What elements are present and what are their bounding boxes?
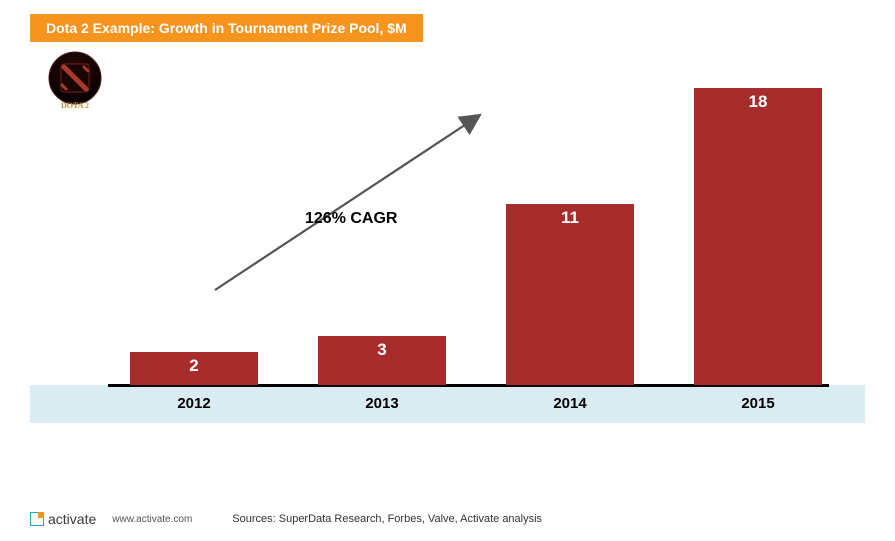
brand-icon xyxy=(30,512,44,526)
brand-url: www.activate.com xyxy=(112,514,192,525)
x-axis-label: 2012 xyxy=(177,395,210,412)
x-axis-label: 2013 xyxy=(365,395,398,412)
brand-name: activate xyxy=(48,511,96,527)
trend-arrow xyxy=(30,55,865,475)
sources-text: Sources: SuperData Research, Forbes, Val… xyxy=(232,513,542,525)
bar-chart: 231118 126% CAGR 2012201320142015 xyxy=(30,55,865,471)
x-axis-label: 2015 xyxy=(741,395,774,412)
footer: activate www.activate.com Sources: Super… xyxy=(30,511,865,527)
brand-logo: activate xyxy=(30,511,96,527)
chart-title: Dota 2 Example: Growth in Tournament Pri… xyxy=(30,14,423,42)
cagr-annotation: 126% CAGR xyxy=(305,210,397,228)
x-axis-label: 2014 xyxy=(553,395,586,412)
